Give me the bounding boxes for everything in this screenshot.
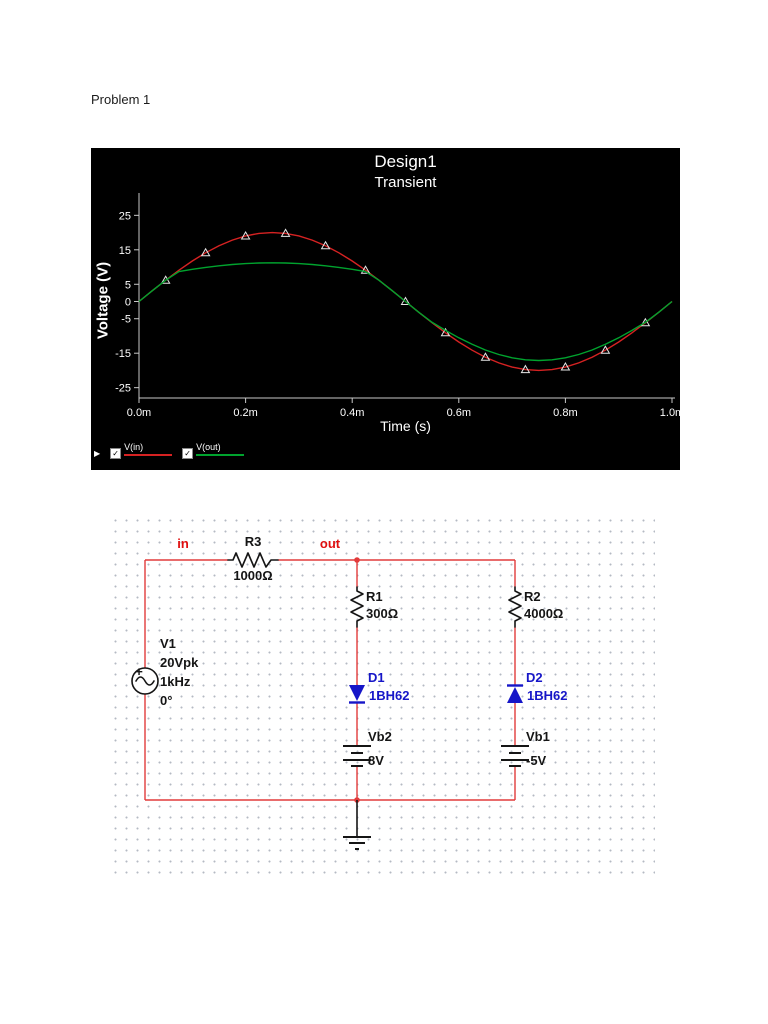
curve-marker-triangle — [640, 317, 651, 327]
node-label-in: in — [177, 536, 189, 551]
curve-marker-triangle — [520, 364, 531, 374]
x-tick-label: 0.6m — [447, 407, 471, 419]
label-v1-frequency: 1kHz — [160, 674, 191, 689]
label-r1-value: 300Ω — [366, 606, 398, 621]
y-tick-label: 0 — [125, 297, 131, 309]
y-tick-label: 15 — [119, 245, 131, 257]
label-r3-value: 1000Ω — [233, 568, 272, 583]
curve-marker-triangle — [360, 265, 371, 274]
curve-marker-triangle — [480, 352, 491, 361]
junction-dot-out — [354, 557, 360, 563]
battery-vb2-symbol — [343, 745, 371, 767]
transient-chart-panel: Design1 Transient Voltage (V) 25 15 5 0 -5 -1… — [91, 148, 680, 470]
circuit-canvas: + — [131, 534, 567, 850]
legend-items: ✓ V(in) ✓ V(out) — [110, 442, 245, 459]
label-r2-value: 4000Ω — [524, 606, 563, 621]
label-d1-ref: D1 — [368, 670, 385, 685]
resistor-r3-symbol — [227, 552, 279, 568]
chart-title: Design1 — [374, 152, 437, 171]
y-tick-label: -15 — [115, 348, 131, 360]
x-tick-label: 0.2m — [233, 407, 257, 419]
legend-checkbox-V(in)[interactable]: ✓ — [110, 448, 122, 459]
label-v1-ref: V1 — [160, 636, 176, 651]
legend-item-V(in): ✓ V(in) — [110, 442, 173, 459]
chart-legend: ▶ ✓ V(in) ✓ V(out) — [94, 442, 245, 459]
label-r3-ref: R3 — [245, 534, 262, 549]
label-vb2-ref: Vb2 — [368, 729, 392, 744]
battery-vb1-symbol — [501, 745, 529, 767]
curve-marker-triangle — [200, 247, 211, 257]
problem-heading: Problem 1 — [91, 92, 151, 107]
v1-polarity-plus: + — [135, 664, 143, 679]
legend-label: V(out) — [196, 442, 221, 452]
plot-canvas: 25 15 5 0 -5 -15 -25 0.0m 0.2m 0.4m 0.6m 0.8m 1.0m — [115, 193, 680, 419]
legend-color-line — [124, 454, 173, 456]
label-d2-ref: D2 — [526, 670, 543, 685]
curve-marker-triangle — [400, 296, 411, 305]
label-v1-amplitude: 20Vpk — [160, 655, 199, 670]
diode-d1-symbol — [349, 685, 365, 701]
x-tick-label: 0.8m — [553, 407, 577, 419]
y-tick-label: -25 — [115, 383, 131, 395]
sine-wave-icon — [135, 676, 155, 686]
x-tick-label: 0.4m — [340, 407, 364, 419]
curve-marker-triangle — [600, 345, 611, 354]
label-vb1-ref: Vb1 — [526, 729, 550, 744]
chart-subtitle: Transient — [374, 174, 437, 191]
label-v1-phase: 0° — [160, 693, 172, 708]
label-d1-value: 1BH62 — [369, 688, 409, 703]
x-tick-label: 0.0m — [127, 407, 151, 419]
label-d2-value: 1BH62 — [527, 688, 567, 703]
curve-marker-triangle — [560, 362, 571, 371]
circuit-schematic-panel: + — [110, 515, 655, 875]
label-r1-ref: R1 — [366, 589, 383, 604]
legend-color-line — [196, 454, 245, 456]
legend-label: V(in) — [124, 442, 144, 452]
legend-scroll-arrow-icon[interactable]: ▶ — [94, 449, 101, 458]
label-r2-ref: R2 — [524, 589, 541, 604]
label-vb2-value: 8V — [368, 753, 384, 768]
label-vb1-value: -5V — [526, 753, 547, 768]
ground-icon — [343, 800, 371, 850]
x-axis-label: Time (s) — [380, 418, 431, 434]
y-tick-label: 5 — [125, 279, 131, 291]
y-tick-label: -5 — [121, 314, 131, 326]
legend-checkbox-V(out)[interactable]: ✓ — [182, 448, 194, 459]
curve-marker-triangle — [320, 240, 331, 250]
diode-d2-symbol — [507, 687, 523, 703]
node-label-out: out — [320, 536, 341, 551]
curve-V(out) — [138, 262, 673, 362]
curve-marker-triangle — [280, 228, 291, 237]
y-tick-label: 25 — [119, 210, 131, 222]
resistor-r1-symbol — [350, 586, 364, 628]
resistor-r2-symbol — [508, 586, 522, 628]
legend-item-V(out): ✓ V(out) — [182, 442, 245, 459]
x-tick-label: 1.0m — [660, 407, 680, 419]
curve-marker-triangle — [240, 230, 251, 240]
